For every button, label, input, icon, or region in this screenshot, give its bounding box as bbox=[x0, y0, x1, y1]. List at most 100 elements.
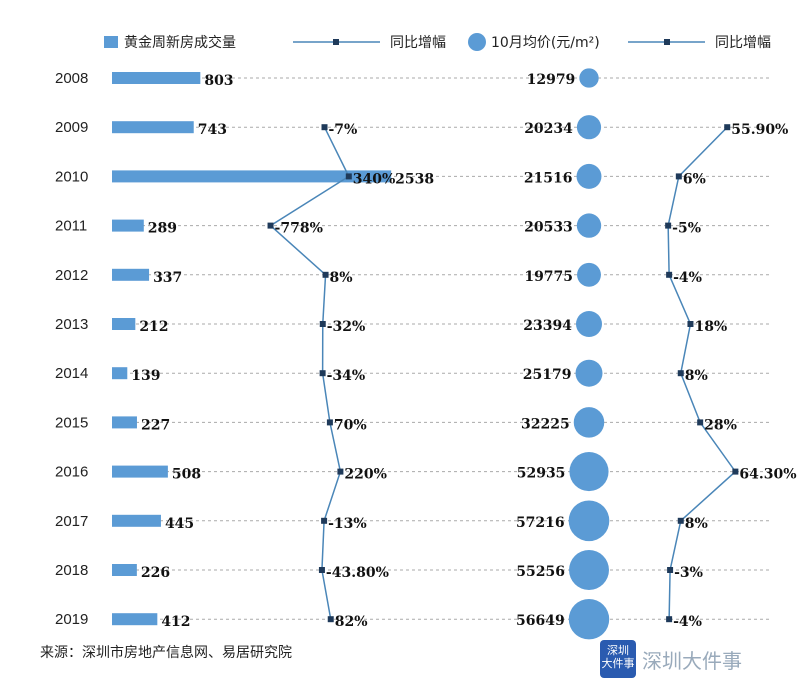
legend-label-price: 10月均价(元/m²) bbox=[491, 35, 600, 51]
price-bubble bbox=[577, 262, 601, 287]
price-yoy-marker bbox=[697, 419, 704, 426]
volume-bar bbox=[112, 318, 136, 330]
price-yoy-marker bbox=[687, 321, 694, 327]
volume-yoy-label: 220% bbox=[344, 467, 387, 483]
year-label: 2012 bbox=[55, 267, 88, 284]
year-label: 2011 bbox=[55, 218, 87, 235]
year-label: 2008 bbox=[55, 70, 88, 87]
year-label: 2014 bbox=[55, 365, 88, 382]
price-label: 32225 bbox=[521, 416, 570, 432]
volume-yoy-marker bbox=[319, 321, 326, 327]
price-bubble bbox=[573, 407, 605, 438]
year-label: 2015 bbox=[55, 414, 88, 431]
price-yoy-label: 8% bbox=[685, 368, 708, 384]
legend-label-volume-yoy: 同比增幅 bbox=[390, 35, 446, 51]
legend-label-price-yoy: 同比增幅 bbox=[715, 35, 771, 51]
volume-label: 508 bbox=[172, 467, 201, 483]
year-label: 2010 bbox=[55, 168, 88, 185]
volume-bar bbox=[112, 416, 137, 429]
price-bubble bbox=[569, 452, 609, 492]
price-label: 19775 bbox=[524, 269, 573, 285]
price-bubble bbox=[576, 115, 602, 140]
volume-yoy-marker bbox=[319, 370, 326, 377]
volume-yoy-marker bbox=[345, 173, 352, 180]
volume-yoy-label: -32% bbox=[327, 319, 366, 335]
price-yoy-marker bbox=[675, 173, 682, 180]
brand-watermark: 深圳 大件事 深圳大件事 bbox=[600, 640, 742, 678]
volume-yoy-marker bbox=[322, 271, 329, 278]
price-label: 56649 bbox=[516, 613, 565, 629]
volume-yoy-marker bbox=[321, 517, 328, 524]
volume-yoy-label: -43.80% bbox=[326, 565, 389, 581]
volume-label: 212 bbox=[139, 319, 168, 335]
legend-label-volume: 黄金周新房成交量 bbox=[124, 34, 236, 51]
volume-yoy-marker bbox=[267, 222, 274, 229]
price-yoy-label: 55.90% bbox=[731, 122, 788, 138]
price-label: 21516 bbox=[524, 170, 573, 186]
volume-label: 227 bbox=[141, 417, 170, 433]
volume-bar bbox=[112, 613, 158, 626]
volume-bar bbox=[112, 514, 161, 527]
volume-bar bbox=[112, 465, 168, 478]
volume-label: 743 bbox=[198, 122, 227, 138]
year-label: 2018 bbox=[55, 562, 88, 579]
volume-label: 226 bbox=[141, 565, 170, 581]
year-label: 2016 bbox=[55, 464, 88, 481]
volume-label: 337 bbox=[153, 270, 182, 286]
legend-line-marker-2 bbox=[664, 39, 670, 45]
volume-bar bbox=[112, 170, 392, 183]
volume-label: 2538 bbox=[395, 171, 434, 187]
volume-label: 412 bbox=[161, 614, 190, 630]
price-label: 52935 bbox=[517, 466, 566, 482]
price-yoy-label: -3% bbox=[674, 565, 703, 581]
volume-yoy-marker bbox=[337, 468, 344, 475]
price-yoy-marker bbox=[665, 222, 672, 229]
year-label: 2019 bbox=[55, 611, 88, 628]
volume-bar bbox=[112, 564, 137, 576]
price-label: 20234 bbox=[524, 121, 573, 137]
price-yoy-marker bbox=[677, 517, 684, 524]
year-label: 2017 bbox=[55, 513, 88, 530]
legend-bubble-swatch bbox=[468, 33, 486, 51]
price-yoy-label: 6% bbox=[683, 171, 706, 187]
legend-bar-swatch bbox=[104, 36, 118, 48]
price-yoy-label: -5% bbox=[672, 221, 701, 237]
volume-yoy-label: 8% bbox=[330, 270, 353, 286]
volume-bar bbox=[112, 367, 128, 380]
price-label: 57216 bbox=[516, 515, 565, 531]
price-bubble bbox=[568, 598, 610, 640]
volume-label: 289 bbox=[148, 221, 177, 237]
price-label: 12979 bbox=[527, 72, 576, 88]
volume-label: 445 bbox=[165, 516, 194, 532]
year-label: 2009 bbox=[55, 119, 88, 136]
price-yoy-label: 18% bbox=[694, 319, 727, 335]
price-yoy-marker bbox=[724, 124, 731, 131]
price-label: 55256 bbox=[516, 564, 565, 580]
price-bubble bbox=[575, 310, 603, 338]
source-note: 来源：深圳市房地产信息网、易居研究院 bbox=[40, 645, 292, 661]
price-bubble bbox=[576, 213, 602, 238]
price-yoy-marker bbox=[666, 616, 673, 623]
volume-yoy-label: -778% bbox=[275, 221, 323, 237]
volume-yoy-label: 340% bbox=[353, 171, 396, 187]
price-yoy-marker bbox=[666, 271, 673, 278]
volume-yoy-marker bbox=[318, 567, 325, 573]
volume-yoy-label: -13% bbox=[328, 516, 367, 532]
price-yoy-marker bbox=[677, 370, 684, 377]
price-label: 25179 bbox=[523, 367, 572, 383]
volume-yoy-label: -34% bbox=[327, 368, 366, 384]
volume-yoy-marker bbox=[327, 616, 334, 623]
volume-bar bbox=[112, 72, 201, 84]
price-yoy-label: -4% bbox=[673, 614, 702, 630]
volume-label: 803 bbox=[204, 73, 233, 89]
price-label: 20533 bbox=[524, 220, 573, 236]
price-bubble bbox=[575, 359, 603, 387]
price-yoy-label: 28% bbox=[704, 417, 737, 433]
volume-yoy-marker bbox=[321, 124, 328, 131]
price-yoy-label: -4% bbox=[673, 270, 702, 286]
volume-yoy-label: 70% bbox=[334, 417, 367, 433]
brand-logo: 深圳 大件事 bbox=[600, 640, 636, 678]
price-yoy-marker bbox=[732, 468, 739, 475]
